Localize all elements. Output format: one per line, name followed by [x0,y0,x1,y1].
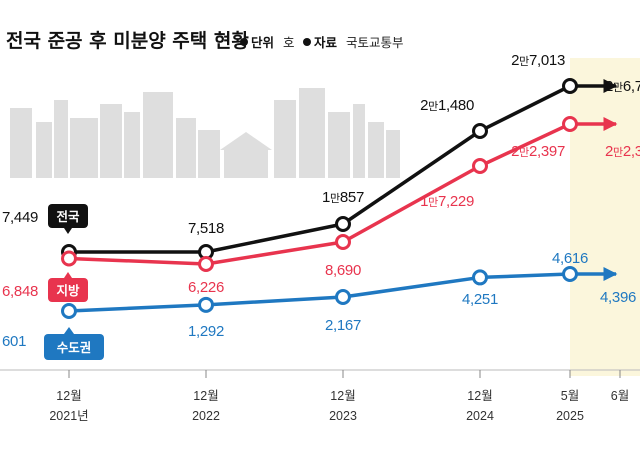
data-label-provincial: 2만2,397 [511,143,565,160]
x-tick-month: 12월 [193,389,218,403]
unit-note: 단위 호 [240,35,295,50]
source-value: 국토교통부 [346,35,404,50]
unit-bullet-icon [240,38,248,46]
x-tick-month: 12월 [330,389,355,403]
unit-label: 단위 [251,35,274,50]
x-tick-month: 12월 [467,389,492,403]
data-label-provincial: 6,226 [188,279,224,296]
data-label-national: 2만1,480 [420,97,474,114]
data-point-capital-area [562,266,578,282]
data-point-capital-area [335,289,351,305]
data-label-national: 1만857 [322,189,364,206]
data-point-provincial [472,158,488,174]
source-bullet-icon [303,38,311,46]
source-note: 자료 국토교통부 [303,35,404,50]
series-badge-label: 지방 [56,283,80,298]
data-label-capital-area: 4,396 [600,289,636,306]
data-label-national: 7,518 [188,220,224,237]
x-tick-year: 2023 [329,409,357,423]
x-tick-year: 2024 [466,409,494,423]
series-points [61,78,578,319]
data-point-national [562,78,578,94]
data-label-provincial: 2만2,320 [605,143,640,160]
data-point-capital-area [61,303,77,319]
highlight-band [570,58,640,376]
x-tick-month: 5월 [561,389,579,403]
series-badge-capital-area: 수도권 [44,327,104,360]
data-point-capital-area [472,269,488,286]
series-badge-national: 전국 [48,204,88,234]
series-badge-label: 수도권 [57,340,92,355]
city-skyline-illustration [10,88,400,178]
x-tick-labels: 12월 2021년 12월 2022 12월 2023 12월 2024 5월 2025 6월 [49,370,629,423]
data-label-provincial: 8,690 [325,262,361,279]
data-label-national: 2만7,013 [511,52,565,69]
unit-value: 호 [283,35,295,50]
chart-title: 전국 준공 후 미분양 주택 현황 [6,29,249,52]
data-point-national [472,123,488,139]
x-tick-year: 2022 [192,409,220,423]
data-label-national: 2만6,716 [605,78,640,95]
data-labels: 7,449 7,518 1만857 2만1,480 2만7,013 2만6,716 6,84… [2,52,640,350]
source-label: 자료 [314,35,338,50]
data-point-provincial [61,250,77,267]
data-point-provincial [335,234,351,250]
x-tick-year: 2021년 [49,409,88,423]
series-badge-provincial: 지방 [48,272,88,302]
data-point-capital-area [198,296,214,313]
data-point-provincial [562,116,578,132]
data-label-capital-area: 601 [2,333,26,350]
data-label-capital-area: 4,251 [462,291,498,308]
data-label-capital-area: 4,616 [552,250,588,267]
data-label-provincial: 6,848 [2,283,38,300]
data-label-capital-area: 2,167 [325,317,361,334]
data-point-provincial [198,256,214,272]
data-label-provincial: 1만7,229 [420,193,474,210]
x-tick-year: 2025 [556,409,584,423]
data-label-capital-area: 1,292 [188,323,224,340]
data-point-national [335,216,351,232]
data-label-national: 7,449 [2,209,38,226]
x-tick-month: 6월 [611,389,629,403]
x-tick-month: 12월 [56,389,81,403]
series-badge-label: 전국 [56,209,80,224]
